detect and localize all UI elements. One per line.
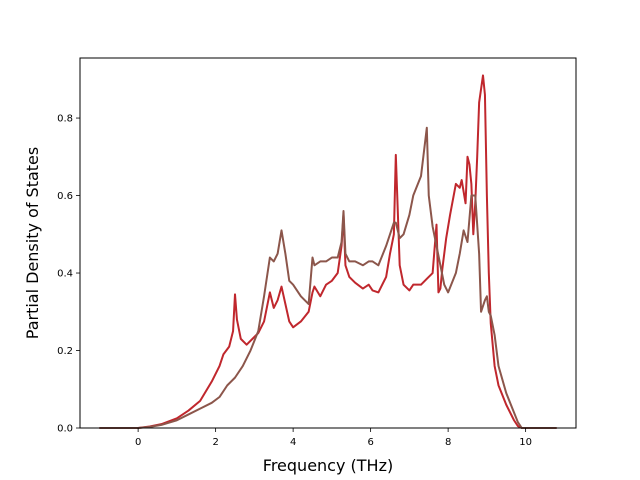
- y-tick-label: 0.0: [57, 424, 73, 435]
- x-tick-label: 0: [135, 437, 141, 448]
- x-tick-label: 10: [519, 437, 532, 448]
- series-line-2: [99, 126, 557, 429]
- series-line-1: [99, 74, 557, 429]
- y-tick-label: 0.6: [57, 191, 73, 202]
- plot-area: [80, 58, 576, 428]
- x-tick-label: 8: [445, 437, 451, 448]
- y-tick-label: 0.2: [57, 346, 73, 357]
- series-layer: [99, 74, 557, 429]
- y-tick-label: 0.8: [57, 114, 73, 125]
- x-tick-label: 4: [290, 437, 296, 448]
- x-tick-label: 6: [367, 437, 373, 448]
- x-tick-label: 2: [212, 437, 218, 448]
- y-tick-label: 0.4: [57, 269, 73, 280]
- axes-frame: [79, 57, 577, 429]
- x-axis-ticks: 0 2 4 6 8 10: [135, 428, 532, 448]
- y-axis-label: Partial Density of States: [23, 147, 42, 339]
- x-axis-label: Frequency (THz): [263, 456, 393, 475]
- y-axis-ticks: 0.0 0.2 0.4 0.6 0.8: [57, 114, 80, 435]
